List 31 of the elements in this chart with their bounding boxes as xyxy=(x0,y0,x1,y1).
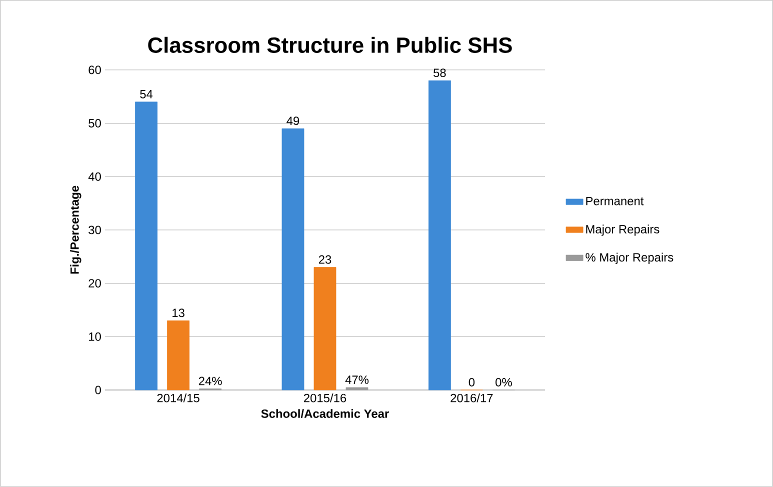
y-tick-label: 10 xyxy=(89,332,101,341)
y-tick-label: 30 xyxy=(88,226,101,234)
y-tick-label: 0 xyxy=(95,386,101,394)
data-label: 58 xyxy=(434,68,446,78)
x-tick-label: 2016/17 xyxy=(450,394,493,402)
bar xyxy=(167,320,190,390)
data-label: 24% xyxy=(198,376,222,386)
data-label: 47% xyxy=(345,376,369,384)
bar xyxy=(346,387,368,390)
data-label: 23 xyxy=(318,255,332,264)
data-label: 0 xyxy=(468,378,475,386)
legend-label: % Major Repairs xyxy=(586,252,674,264)
x-tick-label: 2015/16 xyxy=(304,394,346,402)
bar xyxy=(314,267,336,390)
bar xyxy=(428,80,451,390)
legend-label: Permanent xyxy=(586,196,644,206)
bar xyxy=(282,128,304,390)
data-label: 49 xyxy=(286,116,300,126)
y-tick-label: 50 xyxy=(88,119,101,128)
x-tick-label: 2014/15 xyxy=(157,394,200,402)
data-label: 13 xyxy=(172,308,184,318)
y-tick-label: 40 xyxy=(88,172,101,181)
x-axis-title: School/Academic Year xyxy=(261,409,389,418)
chart-title: Classroom Structure in Public SHS xyxy=(148,36,512,53)
y-tick-label: 60 xyxy=(88,66,101,74)
data-label: 0% xyxy=(496,378,512,386)
y-tick-label: 20 xyxy=(88,279,101,288)
y-axis-title: Fig./Percentage xyxy=(70,186,82,274)
bar xyxy=(135,102,158,390)
data-label: 54 xyxy=(140,90,153,98)
legend-label: Major Repairs xyxy=(586,224,660,236)
